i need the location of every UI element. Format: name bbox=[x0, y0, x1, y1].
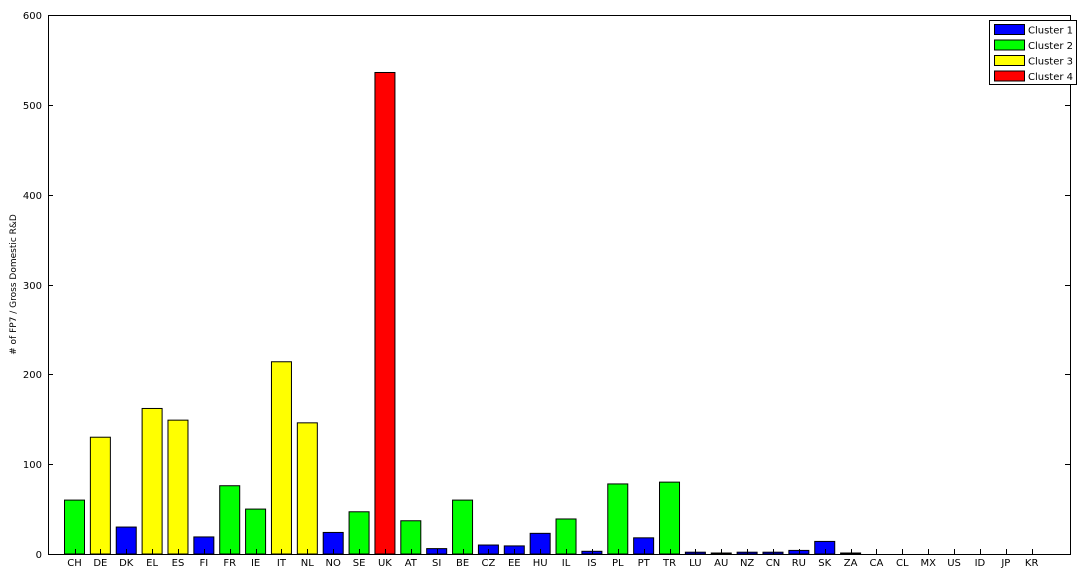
bar-uk bbox=[374, 71, 396, 555]
plot-frame bbox=[48, 15, 1071, 555]
y-tick-label: 500 bbox=[23, 101, 42, 112]
y-tick-label: 600 bbox=[23, 11, 42, 22]
bar-tr bbox=[659, 481, 681, 555]
x-tick-label-dk: DK bbox=[119, 558, 134, 569]
x-tick-label-fi: FI bbox=[199, 558, 208, 569]
bar-fi bbox=[193, 536, 215, 555]
y-tick-label: 200 bbox=[23, 370, 42, 381]
x-tick-label-mx: MX bbox=[920, 558, 936, 569]
x-tick-label-cl: CL bbox=[896, 558, 909, 569]
bar-si bbox=[426, 548, 448, 555]
bar-is bbox=[581, 550, 603, 555]
bar-de bbox=[89, 436, 111, 555]
x-tick-label-us: US bbox=[947, 558, 961, 569]
x-tick-label-ee: EE bbox=[508, 558, 521, 569]
y-tick-label: 0 bbox=[36, 550, 42, 561]
legend-label-4: Cluster 4 bbox=[1028, 72, 1073, 83]
x-tick-label-is: IS bbox=[587, 558, 596, 569]
y-axis-label: # of FP7 / Gross Domestic R&D bbox=[9, 214, 19, 355]
bar-es bbox=[167, 419, 189, 555]
x-tick-label-at: AT bbox=[405, 558, 418, 569]
x-tick-label-tr: TR bbox=[662, 558, 676, 569]
legend-swatch-4 bbox=[994, 70, 1025, 82]
legend-swatch-2 bbox=[994, 39, 1025, 51]
x-tick-label-fr: FR bbox=[223, 558, 236, 569]
bar-nl bbox=[296, 422, 318, 555]
legend: Cluster 1 Cluster 2 Cluster 3 Cluster 4 bbox=[989, 20, 1077, 85]
bar-za bbox=[840, 552, 862, 555]
legend-swatch-3 bbox=[994, 55, 1025, 66]
bar-pt bbox=[633, 537, 655, 555]
legend-label-1: Cluster 1 bbox=[1028, 26, 1073, 37]
bar-sk bbox=[814, 540, 836, 555]
x-tick-label-el: EL bbox=[146, 558, 158, 569]
bar-fr bbox=[219, 485, 241, 555]
x-tick-label-se: SE bbox=[353, 558, 366, 569]
y-axis-label-group: # of FP7 / Gross Domestic R&D bbox=[9, 214, 19, 355]
x-tick-label-ru: RU bbox=[792, 558, 806, 569]
x-tick-label-uk: UK bbox=[378, 558, 392, 569]
legend-label-2: Cluster 2 bbox=[1028, 41, 1073, 52]
bar-pl bbox=[607, 483, 629, 555]
x-tick-label-sk: SK bbox=[818, 558, 831, 569]
legend-label-3: Cluster 3 bbox=[1028, 57, 1073, 68]
x-tick-label-ie: IE bbox=[251, 558, 260, 569]
x-tick-label-be: BE bbox=[456, 558, 469, 569]
bars-group bbox=[64, 71, 862, 555]
bar-ru bbox=[788, 549, 810, 555]
x-tick-label-de: DE bbox=[93, 558, 107, 569]
x-tick-label-il: IL bbox=[562, 558, 571, 569]
y-tick-label: 400 bbox=[23, 191, 42, 202]
x-tick-label-kr: KR bbox=[1025, 558, 1039, 569]
x-tick-label-ca: CA bbox=[870, 558, 884, 569]
x-axis: CH DE DK EL ES FI FR IE IT NL NO SE UK AT SI BE CZ EE HU IL… bbox=[67, 549, 1038, 569]
x-tick-label-jp: JP bbox=[1000, 558, 1010, 569]
bar-be bbox=[452, 499, 474, 555]
y-tick-label: 300 bbox=[23, 281, 42, 292]
x-tick-label-nz: NZ bbox=[740, 558, 754, 569]
bar-at bbox=[400, 520, 422, 555]
bar-il bbox=[555, 518, 577, 555]
bar-se bbox=[348, 511, 370, 555]
x-tick-label-ch: CH bbox=[67, 558, 82, 569]
x-tick-label-za: ZA bbox=[844, 558, 858, 569]
legend-swatch-1 bbox=[994, 24, 1025, 35]
x-tick-label-no: NO bbox=[326, 558, 341, 569]
bar-el bbox=[141, 407, 163, 555]
y-tick-label: 100 bbox=[23, 460, 42, 471]
bar-cn bbox=[762, 551, 784, 555]
bar-ie bbox=[245, 508, 267, 555]
x-tick-label-hu: HU bbox=[533, 558, 548, 569]
bar-it bbox=[270, 361, 292, 555]
x-tick-label-pl: PL bbox=[612, 558, 624, 569]
x-tick-label-lu: LU bbox=[689, 558, 701, 569]
x-tick-label-au: AU bbox=[714, 558, 728, 569]
x-tick-label-cn: CN bbox=[766, 558, 780, 569]
x-tick-label-nl: NL bbox=[301, 558, 314, 569]
x-tick-label-si: SI bbox=[432, 558, 441, 569]
x-tick-label-id: ID bbox=[975, 558, 986, 569]
y-axis: 0 100 200 300 400 500 600 bbox=[23, 11, 1070, 561]
x-tick-label-pt: PT bbox=[638, 558, 651, 569]
x-tick-label-cz: CZ bbox=[481, 558, 495, 569]
bar-ch bbox=[64, 499, 85, 555]
x-tick-label-es: ES bbox=[172, 558, 185, 569]
x-tick-label-it: IT bbox=[277, 558, 287, 569]
